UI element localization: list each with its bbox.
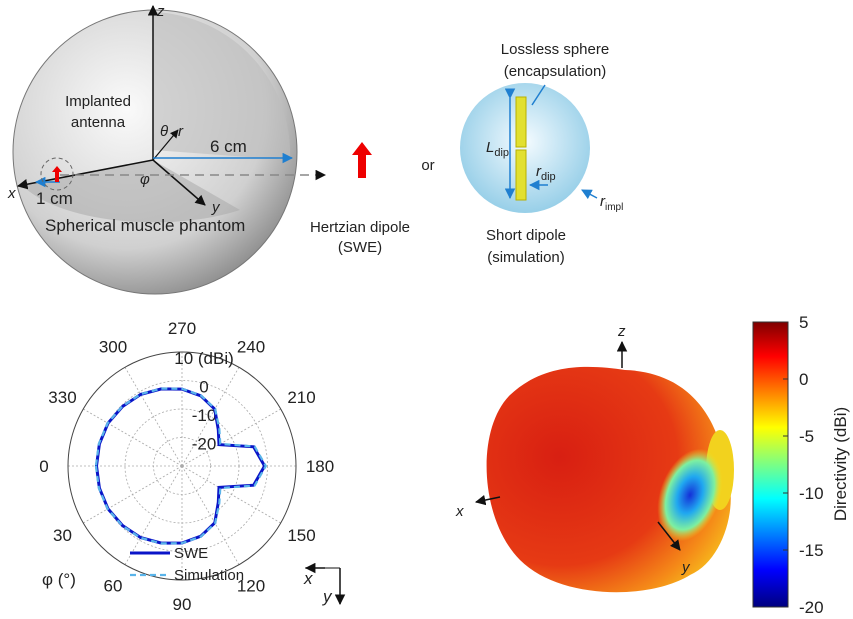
- angle-tick-label: 90: [173, 595, 192, 614]
- angle-tick-label: 180: [306, 457, 334, 476]
- figure: z Implanted antenna θ r 6 cm φ x y 1 cm …: [0, 0, 853, 619]
- tick-label: -15: [799, 541, 824, 560]
- label: Implanted: [65, 93, 131, 110]
- label: (SWE): [338, 239, 382, 256]
- label: φ: [140, 171, 150, 188]
- angle-tick-label: 330: [48, 388, 76, 407]
- tick-label: -10: [799, 484, 824, 503]
- label: dip: [541, 171, 556, 183]
- phantom-diagram: z Implanted antenna θ r 6 cm φ x y 1 cm …: [7, 3, 623, 294]
- label: dip: [494, 147, 509, 159]
- label: 1 cm: [36, 189, 73, 208]
- angle-tick-label: 150: [287, 526, 315, 545]
- page: z Implanted antenna θ r 6 cm φ x y 1 cm …: [0, 0, 853, 619]
- tick-label: -20: [799, 598, 824, 617]
- angle-tick-label: 30: [53, 526, 72, 545]
- label: y: [322, 587, 333, 606]
- colorbar-scale: [753, 322, 788, 607]
- polar-plot: φ (°) x y 030609012015018021024027030033…: [39, 319, 340, 614]
- label: antenna: [71, 114, 126, 131]
- angle-tick-label: 270: [168, 319, 196, 338]
- label: (simulation): [487, 249, 565, 266]
- label: impl: [605, 202, 623, 213]
- label: Lossless sphere: [501, 41, 609, 58]
- angle-tick-label: 210: [287, 388, 315, 407]
- legend-label: Simulation: [174, 567, 244, 584]
- label: z: [156, 3, 165, 20]
- r-tick-label: 10 (dBi): [174, 349, 234, 368]
- pointer: [582, 190, 597, 198]
- dipole-arm: [516, 150, 526, 200]
- pattern-3d: z x y: [455, 323, 735, 592]
- label: x: [7, 185, 16, 202]
- label: 6 cm: [210, 137, 247, 156]
- dipole-arm: [516, 97, 526, 147]
- label: x: [303, 569, 313, 588]
- label: z: [617, 323, 626, 340]
- tick-label: 5: [799, 313, 808, 332]
- r-tick-label: 0: [199, 378, 208, 397]
- colorbar: Directivity (dBi) 5 0 -5 -10 -15 -20: [753, 313, 850, 617]
- label: L: [486, 139, 494, 156]
- legend-label: SWE: [174, 545, 208, 562]
- label: rimpl: [600, 193, 623, 213]
- angle-tick-label: 240: [237, 337, 265, 356]
- label: Short dipole: [486, 227, 566, 244]
- label: (encapsulation): [504, 63, 607, 80]
- label: x: [455, 503, 464, 520]
- colorbar-label: Directivity (dBi): [831, 407, 850, 521]
- angle-tick-label: 0: [39, 457, 48, 476]
- spoke: [125, 367, 182, 466]
- label: or: [421, 157, 434, 174]
- tick-label: -5: [799, 427, 814, 446]
- label: θ: [160, 123, 168, 140]
- r-tick-label: -20: [192, 435, 217, 454]
- dipole-arrow: [352, 142, 372, 178]
- angle-tick-label: 60: [104, 577, 123, 596]
- tick-label: 0: [799, 370, 808, 389]
- angle-tick-label: 300: [99, 337, 127, 356]
- axis-label: φ (°): [42, 570, 76, 589]
- label: Spherical muscle phantom: [45, 216, 245, 235]
- label: Hertzian dipole: [310, 219, 410, 236]
